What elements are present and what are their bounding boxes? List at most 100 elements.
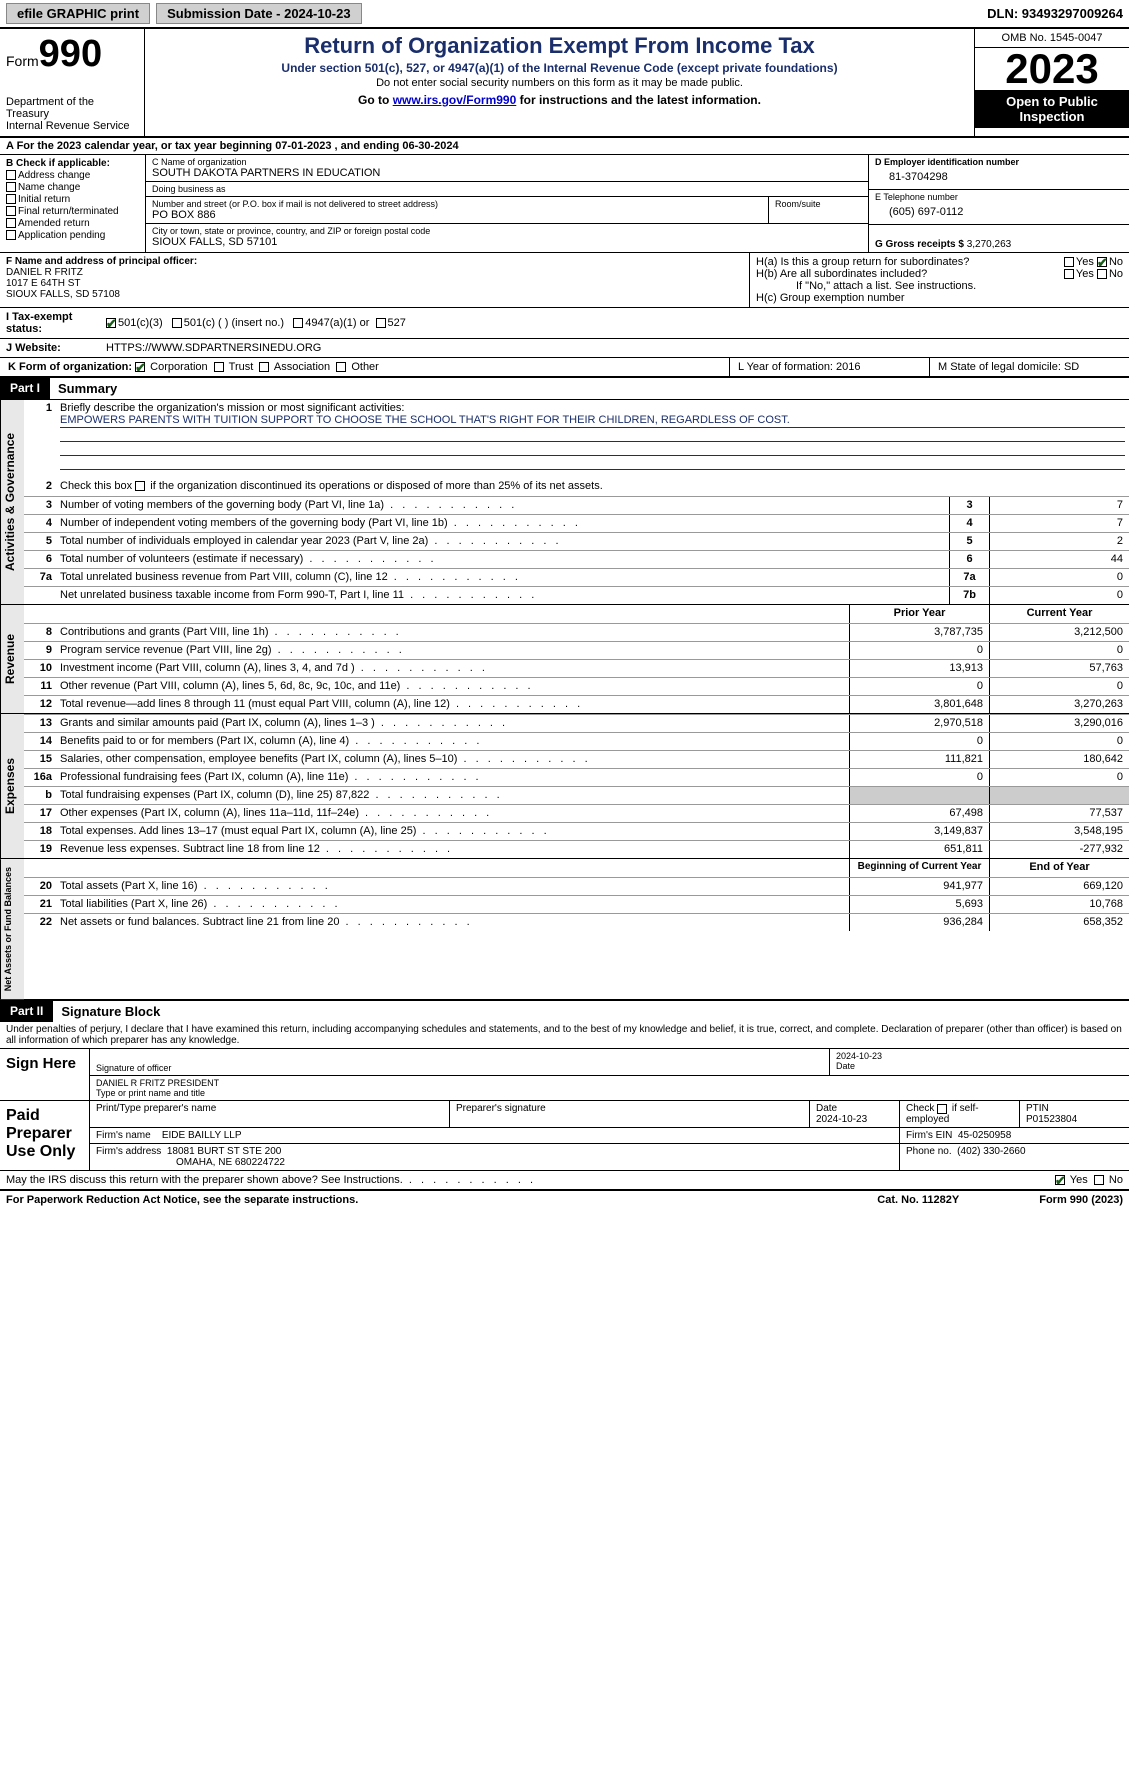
ptin-value: P01523804 [1026, 1114, 1123, 1125]
ein-label: D Employer identification number [875, 157, 1123, 167]
room-label: Room/suite [775, 199, 862, 209]
submission-date: Submission Date - 2024-10-23 [156, 3, 362, 24]
discuss-no[interactable] [1094, 1175, 1104, 1185]
discuss-text: May the IRS discuss this return with the… [6, 1174, 536, 1186]
summary-line: 18Total expenses. Add lines 13–17 (must … [24, 822, 1129, 840]
tax-status-label: I Tax-exempt status: [6, 311, 106, 335]
part1-header: Part I Summary [0, 376, 1129, 399]
form-header: Form990 Department of the Treasury Inter… [0, 28, 1129, 136]
side-tab-netassets: Net Assets or Fund Balances [0, 859, 24, 999]
tax-year: 2023 [975, 48, 1129, 90]
chk-assoc[interactable] [259, 362, 269, 372]
officer-addr2: SIOUX FALLS, SD 57108 [6, 289, 743, 300]
block-h: H(a) Is this a group return for subordin… [749, 253, 1129, 307]
discuss-row: May the IRS discuss this return with the… [0, 1170, 1129, 1189]
chk-527[interactable] [376, 318, 386, 328]
declaration: Under penalties of perjury, I declare th… [0, 1022, 1129, 1048]
firm-addr1: 18081 BURT ST STE 200 [167, 1146, 282, 1157]
preparer-row: Paid Preparer Use Only Print/Type prepar… [0, 1100, 1129, 1170]
chk-501c[interactable] [172, 318, 182, 328]
section-a: A For the 2023 calendar year, or tax yea… [0, 136, 1129, 154]
sign-date: 2024-10-23 [836, 1051, 1123, 1061]
part2-title: Signature Block [53, 1001, 168, 1022]
sign-date-label: Date [836, 1061, 1123, 1071]
line1-value: EMPOWERS PARENTS WITH TUITION SUPPORT TO… [60, 414, 1125, 428]
footer-right: Form 990 (2023) [1039, 1194, 1123, 1206]
block-b: B Check if applicable: Address change Na… [0, 155, 145, 252]
discuss-yes[interactable] [1055, 1175, 1065, 1185]
irs-link[interactable]: www.irs.gov/Form990 [393, 93, 517, 107]
ha-no[interactable] [1097, 257, 1107, 267]
chk-4947[interactable] [293, 318, 303, 328]
side-tab-revenue: Revenue [0, 605, 24, 713]
hb-no[interactable] [1097, 269, 1107, 279]
firm-name: EIDE BAILLY LLP [162, 1130, 242, 1141]
block-d: D Employer identification number 81-3704… [869, 155, 1129, 252]
city-label: City or town, state or province, country… [152, 226, 862, 236]
chk-name-change[interactable] [6, 182, 16, 192]
header-sub3: Go to www.irs.gov/Form990 for instructio… [153, 93, 966, 107]
state-domicile: M State of legal domicile: SD [929, 358, 1129, 376]
part2-header: Part II Signature Block [0, 999, 1129, 1022]
summary-line: 22Net assets or fund balances. Subtract … [24, 913, 1129, 931]
col-prior: Prior Year [849, 605, 989, 623]
chk-final-return[interactable] [6, 206, 16, 216]
hb-label: H(b) Are all subordinates included? [756, 268, 927, 280]
summary-line: 5Total number of individuals employed in… [24, 532, 1129, 550]
side-tab-governance: Activities & Governance [0, 400, 24, 604]
revenue-section: Revenue Prior Year Current Year 8Contrib… [0, 604, 1129, 713]
open-to-public: Open to Public Inspection [975, 90, 1129, 128]
chk-trust[interactable] [214, 362, 224, 372]
line2-text: Check this box if the organization disco… [56, 478, 1129, 496]
type-name-label: Type or print name and title [96, 1088, 1123, 1098]
phone-label: Phone no. [906, 1146, 952, 1157]
prep-name-label: Print/Type preparer's name [96, 1103, 443, 1114]
part1-badge: Part I [0, 378, 50, 399]
officer-title: DANIEL R FRITZ PRESIDENT [96, 1078, 1123, 1088]
ha-yes[interactable] [1064, 257, 1074, 267]
preparer-label: Paid Preparer Use Only [0, 1101, 90, 1170]
chk-501c3[interactable] [106, 318, 116, 328]
sig-officer-label: Signature of officer [96, 1063, 823, 1073]
part2-badge: Part II [0, 1001, 53, 1022]
form-title: Return of Organization Exempt From Incom… [153, 33, 966, 59]
hb-yes[interactable] [1064, 269, 1074, 279]
year-formation: L Year of formation: 2016 [729, 358, 929, 376]
summary-line: 15Salaries, other compensation, employee… [24, 750, 1129, 768]
chk-amended-return[interactable] [6, 218, 16, 228]
side-tab-expenses: Expenses [0, 714, 24, 858]
block-c: C Name of organization SOUTH DAKOTA PART… [145, 155, 869, 252]
efile-button[interactable]: efile GRAPHIC print [6, 3, 150, 24]
officer-name: DANIEL R FRITZ [6, 267, 743, 278]
row-fh: F Name and address of principal officer:… [0, 252, 1129, 307]
chk-discontinued[interactable] [135, 481, 145, 491]
page-footer: For Paperwork Reduction Act Notice, see … [0, 1189, 1129, 1209]
summary-line: 7aTotal unrelated business revenue from … [24, 568, 1129, 586]
website-row: J Website: HTTPS://WWW.SDPARTNERSINEDU.O… [0, 338, 1129, 357]
summary-line: 9Program service revenue (Part VIII, lin… [24, 641, 1129, 659]
tel-value: (605) 697-0112 [875, 202, 1123, 222]
firm-name-label: Firm's name [96, 1130, 151, 1141]
form-number: 990 [39, 33, 102, 75]
chk-other[interactable] [336, 362, 346, 372]
ptin-label: PTIN [1026, 1103, 1123, 1114]
summary-line: 8Contributions and grants (Part VIII, li… [24, 623, 1129, 641]
chk-corp[interactable] [135, 362, 145, 372]
phone-value: (402) 330-2660 [957, 1146, 1025, 1157]
chk-initial-return[interactable] [6, 194, 16, 204]
gross-value: 3,270,263 [967, 239, 1012, 250]
dba-label: Doing business as [152, 184, 862, 194]
summary-line: Net unrelated business taxable income fr… [24, 586, 1129, 604]
summary-line: 14Benefits paid to or for members (Part … [24, 732, 1129, 750]
part1-title: Summary [50, 378, 125, 399]
summary-line: 17Other expenses (Part IX, column (A), l… [24, 804, 1129, 822]
sign-here-label: Sign Here [0, 1049, 90, 1100]
chk-application-pending[interactable] [6, 230, 16, 240]
summary-line: bTotal fundraising expenses (Part IX, co… [24, 786, 1129, 804]
summary-line: 13Grants and similar amounts paid (Part … [24, 714, 1129, 732]
gross-label: G Gross receipts $ [875, 239, 964, 250]
hc-label: H(c) Group exemption number [756, 292, 1123, 304]
chk-address-change[interactable] [6, 170, 16, 180]
prep-sig-label: Preparer's signature [456, 1103, 803, 1114]
chk-self-employed[interactable] [937, 1104, 947, 1114]
